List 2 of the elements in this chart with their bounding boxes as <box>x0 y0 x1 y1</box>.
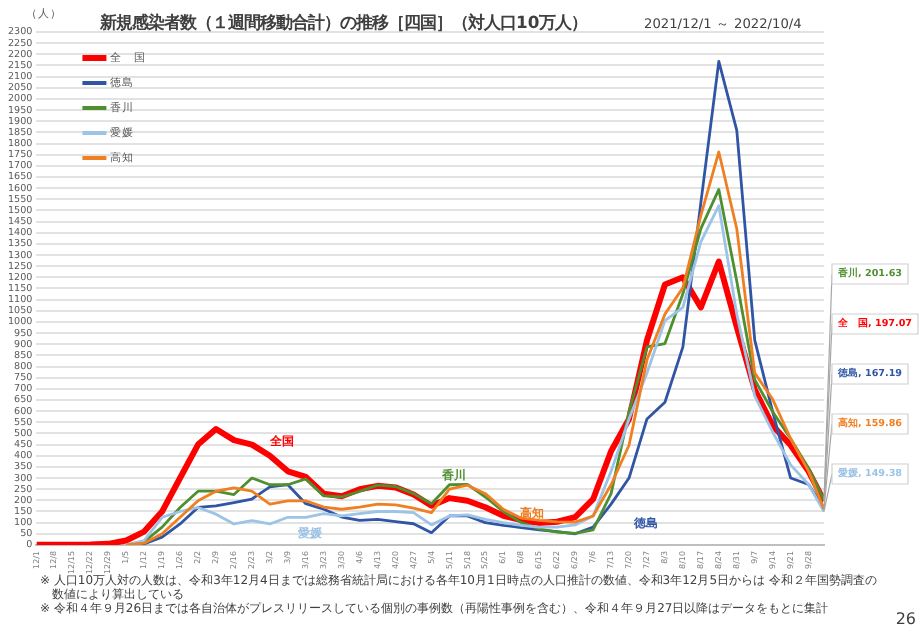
text: 26 <box>895 610 916 629</box>
chart-title: 新規感染者数（１週間移動合計）の推移［四国］（対人口10万人） <box>98 12 588 33</box>
